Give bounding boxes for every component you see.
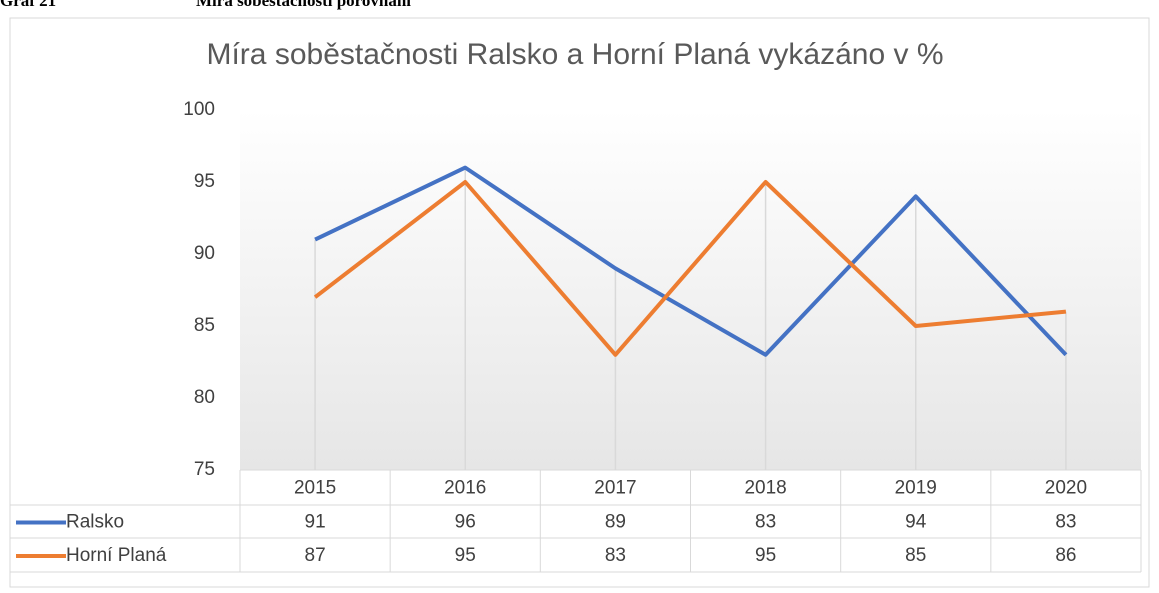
legend-label: Ralsko — [66, 512, 124, 533]
x-tick-label: 2020 — [1045, 478, 1087, 499]
table-value: 95 — [755, 545, 776, 566]
table-value: 94 — [905, 512, 927, 533]
legend-label: Horní Planá — [66, 545, 167, 566]
table-value: 83 — [755, 512, 776, 533]
caption-title: Míra soběstačnosti porovnání — [196, 0, 411, 10]
table-value: 85 — [905, 545, 926, 566]
chart-title: Míra soběstačnosti Ralsko a Horní Planá … — [206, 38, 943, 71]
table-value: 83 — [1055, 512, 1076, 533]
table-value: 83 — [605, 545, 626, 566]
x-tick-label: 2018 — [744, 478, 786, 499]
plot-area — [240, 110, 1141, 470]
table-value: 89 — [605, 512, 626, 533]
table-value: 86 — [1055, 545, 1076, 566]
table-value: 96 — [455, 512, 476, 533]
series-line — [313, 180, 1067, 357]
table-value: 87 — [305, 545, 326, 566]
y-tick-label: 95 — [194, 171, 215, 192]
x-tick-label: 2015 — [294, 478, 336, 499]
table-value: 91 — [305, 512, 326, 533]
x-tick-label: 2016 — [444, 478, 486, 499]
y-tick-label: 75 — [194, 459, 215, 480]
y-tick-label: 80 — [194, 387, 215, 408]
x-tick-label: 2019 — [895, 478, 937, 499]
x-tick-label: 2017 — [594, 478, 636, 499]
series-line — [314, 165, 1068, 357]
table-value: 95 — [455, 545, 476, 566]
y-tick-label: 90 — [194, 243, 215, 264]
caption-label: Graf 21 — [0, 0, 56, 10]
y-tick-label: 85 — [194, 315, 215, 336]
y-tick-label: 100 — [183, 99, 215, 120]
